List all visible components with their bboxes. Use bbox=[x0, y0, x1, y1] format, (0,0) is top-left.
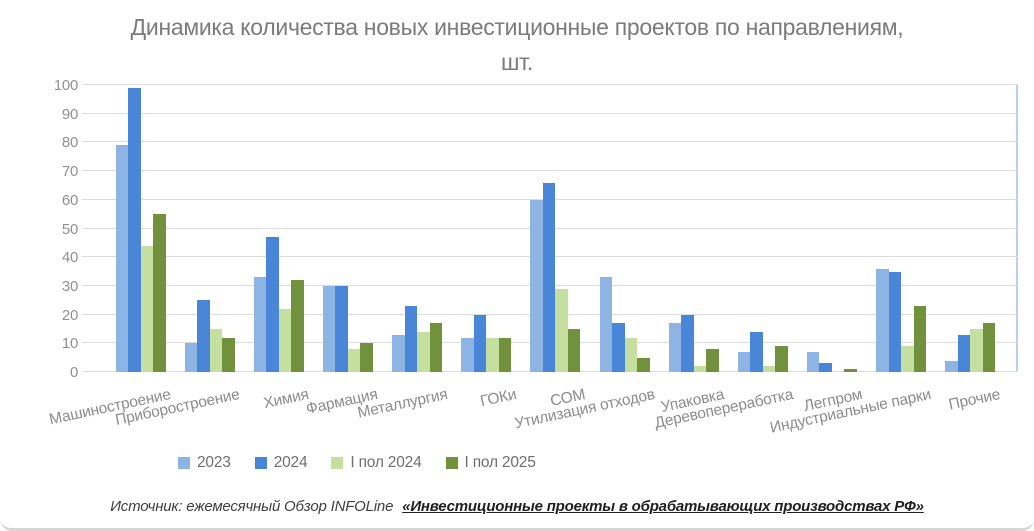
y-tick-label: 0 bbox=[69, 364, 78, 381]
bar-I-пол-2024-6 bbox=[486, 337, 499, 372]
legend-label-2023: 2023 bbox=[197, 454, 231, 471]
bar-I-пол-2025-6 bbox=[498, 337, 512, 372]
y-tick-label: 70 bbox=[61, 163, 78, 181]
bar-2023-5 bbox=[392, 334, 405, 372]
bar-I-пол-2024-2 bbox=[209, 328, 223, 372]
bar-I-пол-2024-7 bbox=[555, 288, 568, 372]
plot-wrap: 0 10 20 30 40 50 60 70 80 90 100 bbox=[0, 77, 1034, 381]
y-tick-label: 90 bbox=[61, 105, 78, 123]
bar-I-пол-2024-12 bbox=[901, 346, 914, 372]
bar-I-пол-2024-4 bbox=[347, 349, 361, 372]
bar-2024-9 bbox=[681, 314, 694, 372]
bar-2024-8 bbox=[612, 323, 625, 372]
bar-2023-1 bbox=[115, 145, 129, 372]
gridline bbox=[82, 112, 1018, 114]
legend-swatch-h1-2025 bbox=[445, 457, 458, 469]
bar-2023-11 bbox=[806, 351, 820, 372]
x-axis-label: ГОКи bbox=[478, 386, 518, 411]
bar-2023-4 bbox=[322, 285, 336, 372]
bar-I-пол-2025-9 bbox=[706, 349, 719, 372]
y-tick-label: 30 bbox=[61, 277, 78, 295]
bar-I-пол-2024-13 bbox=[970, 328, 983, 372]
bar-I-пол-2025-10 bbox=[775, 346, 788, 372]
bar-2023-7 bbox=[530, 199, 543, 372]
bar-I-пол-2024-9 bbox=[693, 366, 707, 372]
legend-item-h1-2025: I пол 2025 bbox=[445, 454, 536, 472]
bar-I-пол-2025-2 bbox=[222, 337, 235, 372]
bar-2024-10 bbox=[750, 331, 763, 372]
y-tick-label: 100 bbox=[53, 77, 78, 94]
bar-2024-13 bbox=[957, 334, 971, 372]
bar-2023-6 bbox=[461, 337, 474, 372]
bar-I-пол-2025-3 bbox=[291, 280, 304, 372]
source-link[interactable]: «Инвестиционные проекты в обрабатывающих… bbox=[402, 498, 924, 515]
y-tick-label: 80 bbox=[61, 134, 78, 152]
y-tick-label: 40 bbox=[61, 249, 78, 267]
bar-I-пол-2025-11 bbox=[844, 369, 857, 372]
bar-I-пол-2024-8 bbox=[624, 337, 637, 372]
bar-2023-3 bbox=[253, 277, 267, 372]
legend-item-2024: 2024 bbox=[254, 454, 308, 472]
bar-I-пол-2024-5 bbox=[417, 331, 430, 372]
bar-I-пол-2024-1 bbox=[140, 245, 154, 372]
gridline bbox=[82, 170, 1018, 172]
bar-I-пол-2025-5 bbox=[429, 323, 443, 372]
plot-right-border bbox=[1016, 85, 1018, 372]
legend-swatch-2023 bbox=[178, 457, 190, 469]
source-line: Источник: ежемесячный Обзор INFOLine «Ин… bbox=[0, 498, 1034, 515]
bar-2024-12 bbox=[888, 271, 902, 372]
bar-I-пол-2025-4 bbox=[360, 343, 373, 372]
bar-I-пол-2025-13 bbox=[982, 323, 996, 372]
bar-I-пол-2024-10 bbox=[762, 366, 776, 372]
x-axis-labels: Машиностроение Приборостроение Химия Фармац… bbox=[48, 374, 1018, 454]
bar-2024-7 bbox=[542, 182, 556, 372]
legend-swatch-2024 bbox=[254, 457, 267, 469]
x-axis-label: Прочие bbox=[947, 386, 1002, 414]
legend: 2023 2024 I пол 2024 I пол 2025 bbox=[178, 454, 536, 472]
bar-2023-2 bbox=[184, 343, 198, 372]
legend-item-h1-2024: I пол 2024 bbox=[331, 454, 422, 472]
bar-2024-3 bbox=[266, 237, 279, 372]
bar-I-пол-2025-8 bbox=[637, 357, 650, 372]
legend-label-h1-2025: I пол 2025 bbox=[464, 454, 536, 471]
bar-I-пол-2025-12 bbox=[913, 306, 927, 372]
legend-label-h1-2024: I пол 2024 bbox=[350, 454, 422, 471]
bar-2023-12 bbox=[876, 268, 889, 372]
bar-2023-10 bbox=[737, 351, 751, 372]
legend-item-2023: 2023 bbox=[178, 454, 231, 472]
y-tick-label: 60 bbox=[61, 191, 78, 209]
bar-2024-2 bbox=[197, 300, 210, 372]
bar-2024-1 bbox=[128, 87, 141, 372]
gridline bbox=[82, 141, 1018, 143]
bar-I-пол-2025-1 bbox=[153, 214, 166, 372]
bar-2023-9 bbox=[668, 323, 682, 372]
x-axis-label: Химия bbox=[262, 386, 311, 413]
bar-2024-4 bbox=[335, 285, 348, 372]
chart-title: Динамика количества новых инвестиционные… bbox=[130, 14, 904, 75]
bar-I-пол-2025-7 bbox=[567, 328, 581, 372]
bar-2024-6 bbox=[473, 314, 487, 372]
bar-2023-8 bbox=[599, 277, 612, 372]
source-prefix: Источник: ежемесячный Обзор INFOLine bbox=[110, 498, 394, 515]
y-tick-label: 20 bbox=[61, 306, 78, 324]
plot-area bbox=[82, 84, 1018, 372]
legend-swatch-h1-2024 bbox=[331, 457, 344, 469]
bar-2024-5 bbox=[404, 306, 418, 372]
bar-I-пол-2024-3 bbox=[278, 308, 292, 372]
y-tick-label: 50 bbox=[61, 220, 78, 238]
bar-2023-13 bbox=[945, 360, 958, 372]
y-axis: 0 10 20 30 40 50 60 70 80 90 100 bbox=[30, 77, 78, 381]
y-tick-label: 10 bbox=[61, 335, 78, 353]
gridline bbox=[82, 84, 1018, 85]
bar-2024-11 bbox=[819, 363, 832, 372]
legend-label-2024: 2024 bbox=[273, 454, 308, 471]
